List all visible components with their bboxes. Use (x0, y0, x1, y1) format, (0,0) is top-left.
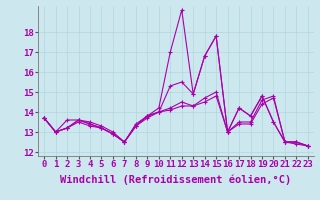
X-axis label: Windchill (Refroidissement éolien,°C): Windchill (Refroidissement éolien,°C) (60, 175, 292, 185)
